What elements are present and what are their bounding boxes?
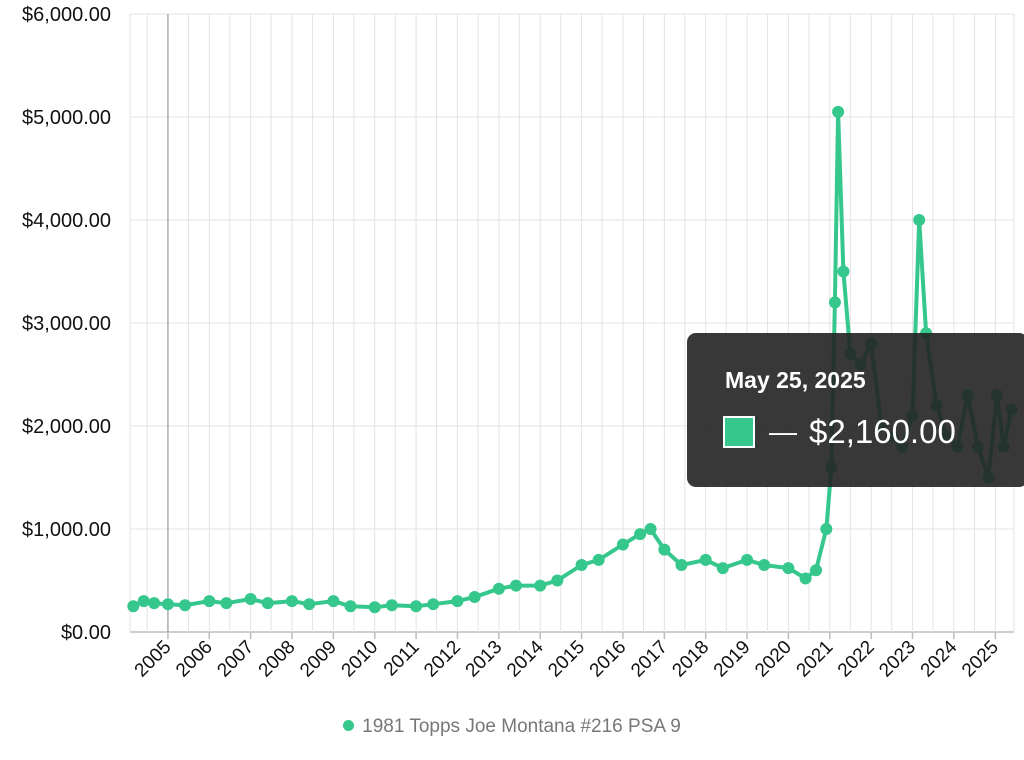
x-tick-label: 2025 [958, 637, 1003, 682]
x-tick-label: 2023 [875, 637, 920, 682]
data-point[interactable] [658, 543, 671, 556]
data-point[interactable] [634, 528, 647, 541]
x-tick-label: 2017 [627, 637, 672, 682]
data-point[interactable] [716, 562, 729, 575]
x-tick-label: 2007 [213, 637, 258, 682]
legend-marker [343, 720, 355, 731]
x-tick-label: 2020 [751, 637, 796, 682]
data-point[interactable] [913, 214, 926, 226]
x-axis-labels: 2005200620072008200920102011201220132014… [131, 636, 1003, 681]
data-point[interactable] [832, 105, 845, 118]
y-tick-label: $5,000.00 [22, 107, 111, 129]
x-tick-label: 2008 [255, 637, 300, 682]
data-point[interactable] [179, 599, 192, 612]
data-point[interactable] [161, 598, 174, 611]
x-tick-label: 2022 [834, 637, 879, 682]
data-point[interactable] [137, 595, 150, 608]
data-point[interactable] [758, 559, 771, 572]
y-tick-label: $0.00 [61, 622, 111, 644]
data-point[interactable] [675, 559, 688, 572]
x-tick-label: 2019 [710, 637, 755, 682]
data-point[interactable] [644, 523, 657, 535]
hover-tooltip: May 25, 2025 — $2,160.00 [687, 333, 1024, 487]
data-point[interactable] [427, 598, 440, 611]
data-point[interactable] [261, 597, 274, 610]
tooltip-color-swatch [723, 416, 755, 448]
data-point[interactable] [344, 600, 357, 613]
data-point[interactable] [534, 579, 547, 592]
data-point[interactable] [285, 595, 298, 608]
x-tick-label: 2014 [503, 636, 548, 681]
data-point[interactable] [303, 598, 316, 611]
tooltip-dash: — [769, 416, 797, 447]
data-point[interactable] [551, 574, 564, 587]
tooltip-value: $2,160.00 [809, 413, 956, 450]
data-point[interactable] [327, 595, 340, 608]
x-tick-label: 2016 [586, 637, 631, 682]
y-tick-label: $1,000.00 [22, 519, 111, 541]
y-tick-label: $4,000.00 [22, 210, 111, 232]
tooltip-value-row: — $2,160.00 [723, 413, 956, 451]
data-point[interactable] [220, 597, 233, 610]
data-point[interactable] [410, 600, 423, 613]
y-tick-label: $2,000.00 [22, 416, 111, 438]
data-point[interactable] [799, 572, 812, 585]
chart-legend[interactable]: 1981 Topps Joe Montana #216 PSA 9 [0, 716, 1024, 738]
data-point[interactable] [368, 601, 381, 614]
data-point[interactable] [468, 590, 481, 603]
tooltip-date: May 25, 2025 [725, 367, 866, 393]
data-point[interactable] [385, 599, 398, 612]
x-tick-label: 2012 [420, 637, 465, 682]
x-tick-label: 2021 [793, 637, 838, 682]
data-point[interactable] [592, 553, 605, 566]
data-point[interactable] [699, 553, 712, 566]
data-point[interactable] [837, 265, 850, 278]
y-tick-label: $3,000.00 [22, 313, 111, 335]
data-point[interactable] [616, 538, 629, 551]
data-point[interactable] [810, 564, 823, 577]
data-point[interactable] [820, 523, 833, 535]
data-point[interactable] [509, 579, 522, 592]
x-tick-label: 2011 [380, 637, 424, 681]
y-tick-label: $6,000.00 [22, 4, 111, 26]
x-tick-label: 2010 [338, 637, 383, 682]
x-tick-label: 2024 [917, 636, 962, 681]
x-tick-label: 2005 [131, 637, 176, 682]
data-point[interactable] [575, 559, 588, 572]
data-point[interactable] [492, 582, 505, 595]
data-point[interactable] [127, 600, 140, 613]
x-tick-label: 2013 [462, 637, 507, 682]
grid-lines [129, 13, 1015, 639]
data-point[interactable] [203, 595, 216, 608]
x-tick-label: 2009 [296, 637, 341, 682]
x-tick-label: 2006 [172, 637, 217, 682]
legend-label: 1981 Topps Joe Montana #216 PSA 9 [362, 716, 681, 737]
y-axis-labels: $0.00 $1,000.00 $2,000.00 $3,000.00 $4,000.0… [22, 4, 111, 644]
data-point[interactable] [451, 595, 464, 608]
data-point[interactable] [244, 593, 257, 606]
data-point[interactable] [828, 296, 841, 309]
x-tick-label: 2015 [544, 637, 589, 682]
x-tick-label: 2018 [668, 637, 713, 682]
data-point[interactable] [148, 597, 161, 610]
data-point[interactable] [741, 553, 754, 566]
data-point[interactable] [782, 562, 795, 575]
